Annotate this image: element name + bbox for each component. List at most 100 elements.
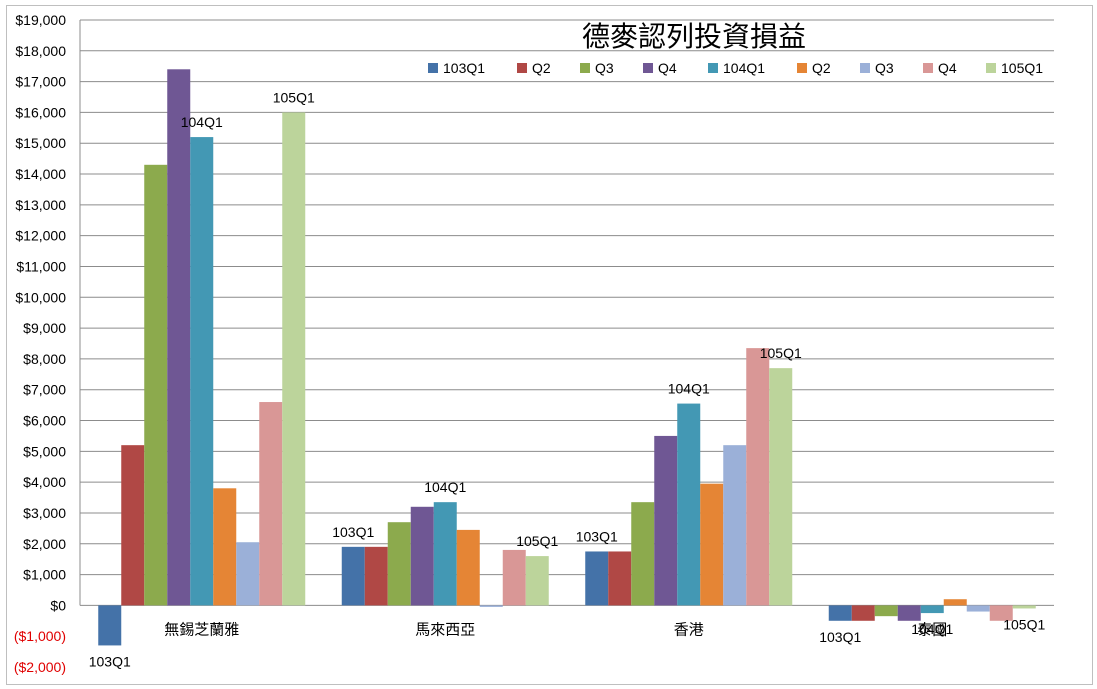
legend-swatch <box>708 63 718 73</box>
bar[interactable] <box>874 605 898 617</box>
y-tick-label: $10,000 <box>15 289 66 305</box>
bar[interactable] <box>700 483 724 606</box>
legend-label: Q4 <box>938 60 957 76</box>
bar[interactable] <box>966 605 990 612</box>
data-label: 103Q1 <box>332 524 374 540</box>
data-label: 105Q1 <box>273 89 315 105</box>
bar[interactable] <box>456 529 480 606</box>
bar[interactable] <box>433 502 457 606</box>
category-label: 馬來西亞 <box>415 621 475 638</box>
legend: 103Q1 Q2 Q3 Q4 104Q1 Q2 Q3 Q4 105Q1 <box>428 60 1043 76</box>
y-tick-label: $19,000 <box>15 12 66 28</box>
bar[interactable] <box>144 164 168 606</box>
data-label: 103Q1 <box>819 629 861 645</box>
data-label: 105Q1 <box>760 345 802 361</box>
category-labels: 無錫芝蘭雅 馬來西亞 香港 泰國 <box>164 621 947 638</box>
y-tick-label: $0 <box>50 597 66 613</box>
legend-label: Q2 <box>532 60 551 76</box>
bar[interactable] <box>364 546 388 606</box>
y-tick-label: $1,000 <box>23 567 66 583</box>
bar[interactable] <box>213 488 237 606</box>
legend-swatch <box>517 63 527 73</box>
bar[interactable] <box>897 605 921 621</box>
y-tick-label: $13,000 <box>15 197 66 213</box>
category-label: 泰國 <box>917 621 947 638</box>
y-tick-label: $12,000 <box>15 228 66 244</box>
y-tick-label: $18,000 <box>15 43 66 59</box>
legend-label: Q4 <box>658 60 677 76</box>
bar[interactable] <box>943 599 967 606</box>
bar[interactable] <box>585 551 609 606</box>
legend-label: Q3 <box>875 60 894 76</box>
bar[interactable] <box>677 403 701 606</box>
bar[interactable] <box>236 542 260 606</box>
bar[interactable] <box>828 605 852 621</box>
bar[interactable] <box>631 502 655 606</box>
data-label: 103Q1 <box>576 528 618 544</box>
data-label: 105Q1 <box>516 533 558 549</box>
y-tick-label: $9,000 <box>23 320 66 336</box>
bar[interactable] <box>723 445 747 606</box>
y-tick-label: ($1,000) <box>14 628 66 644</box>
legend-swatch <box>923 63 933 73</box>
bar[interactable] <box>1012 605 1036 609</box>
legend-label: 105Q1 <box>1001 60 1043 76</box>
legend-swatch <box>643 63 653 73</box>
data-label: 104Q1 <box>424 479 466 495</box>
chart-title: 德麥認列投資損益 <box>582 20 806 53</box>
bar[interactable] <box>190 137 214 606</box>
bars <box>98 69 1036 646</box>
bar[interactable] <box>410 506 434 606</box>
bar[interactable] <box>282 112 306 606</box>
bar[interactable] <box>167 69 191 606</box>
legend-label: 104Q1 <box>723 60 765 76</box>
bar[interactable] <box>989 605 1013 621</box>
legend-label: Q2 <box>812 60 831 76</box>
y-tick-label: $2,000 <box>23 536 66 552</box>
data-label: 104Q1 <box>668 381 710 397</box>
legend-swatch <box>860 63 870 73</box>
legend-swatch <box>580 63 590 73</box>
bar[interactable] <box>121 445 145 606</box>
bar[interactable] <box>479 605 503 607</box>
y-tick-label: $3,000 <box>23 505 66 521</box>
bar[interactable] <box>608 551 632 606</box>
bar[interactable] <box>746 348 770 606</box>
y-tick-label: $4,000 <box>23 474 66 490</box>
bar[interactable] <box>502 549 526 606</box>
y-tick-label: $6,000 <box>23 413 66 429</box>
legend-swatch <box>797 63 807 73</box>
legend-label: Q3 <box>595 60 614 76</box>
y-tick-label: $16,000 <box>15 104 66 120</box>
category-label: 無錫芝蘭雅 <box>164 621 239 638</box>
y-tick-label: $5,000 <box>23 443 66 459</box>
category-label: 香港 <box>674 621 704 638</box>
bar[interactable] <box>851 605 875 621</box>
bar[interactable] <box>98 605 122 646</box>
bar[interactable] <box>920 605 944 614</box>
y-tick-label: ($2,000) <box>14 659 66 675</box>
bar[interactable] <box>769 368 793 606</box>
y-tick-label: $8,000 <box>23 351 66 367</box>
data-label: 104Q1 <box>911 621 953 637</box>
bar[interactable] <box>341 546 365 606</box>
y-tick-label: $15,000 <box>15 135 66 151</box>
y-axis: ($2,000) ($1,000) $0 $1,000 $2,000 $3,000 $4,0… <box>14 12 1054 675</box>
bar[interactable] <box>654 435 678 606</box>
gridlines <box>80 19 1054 576</box>
legend-swatch <box>428 63 438 73</box>
y-tick-label: $14,000 <box>15 166 66 182</box>
data-label: 105Q1 <box>1003 616 1045 632</box>
data-label: 103Q1 <box>89 653 131 669</box>
bar[interactable] <box>259 402 283 606</box>
y-tick-label: $11,000 <box>16 258 66 274</box>
bar[interactable] <box>525 556 549 606</box>
legend-swatch <box>986 63 996 73</box>
bar[interactable] <box>387 522 411 606</box>
data-labels: 103Q1 104Q1 105Q1 103Q1 104Q1 105Q1 103Q1 104Q1… <box>89 89 1046 669</box>
legend-label: 103Q1 <box>443 60 485 76</box>
data-label: 104Q1 <box>181 114 223 130</box>
y-tick-label: $7,000 <box>23 382 66 398</box>
